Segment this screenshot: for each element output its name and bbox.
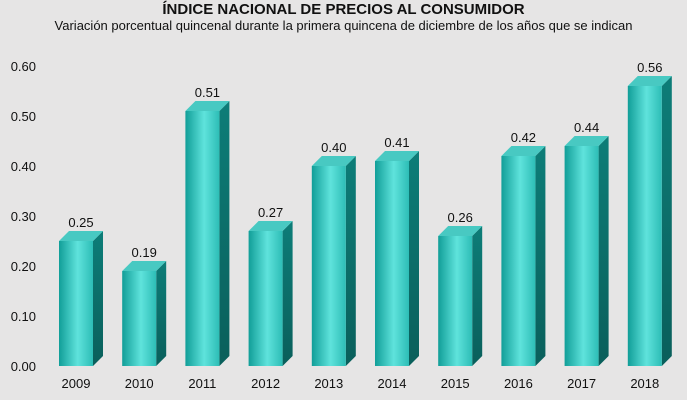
y-axis: 0.00 0.10 0.20 0.30 0.40 0.50 0.60 [11, 59, 36, 374]
chart-title: ÍNDICE NACIONAL DE PRECIOS AL CONSUMIDOR [162, 1, 525, 18]
x-tick-label: 2010 [125, 376, 154, 391]
data-label: 0.25 [68, 215, 93, 230]
x-tick-label: 2017 [567, 376, 596, 391]
x-tick-label: 2014 [378, 376, 407, 391]
data-label: 0.42 [511, 130, 536, 145]
bar-top [501, 146, 546, 156]
y-tick-label: 0.30 [11, 209, 36, 224]
bar-side [661, 76, 672, 366]
data-label: 0.27 [258, 205, 283, 220]
data-label: 0.44 [574, 120, 599, 135]
bar-side [472, 226, 483, 366]
x-tick-label: 2018 [630, 376, 659, 391]
bar-top [438, 226, 483, 236]
y-tick-label: 0.10 [11, 309, 36, 324]
x-tick-label: 2012 [251, 376, 280, 391]
bar-2016: 0.42 [501, 130, 546, 366]
bar-front [185, 111, 220, 366]
x-tick-label: 2015 [441, 376, 470, 391]
data-label: 0.40 [321, 140, 346, 155]
x-axis: 2009 2010 2011 2012 2013 2014 2015 2016 2017 2018 [62, 376, 660, 391]
bar-2012: 0.27 [248, 205, 293, 366]
x-tick-label: 2016 [504, 376, 533, 391]
bar-side [282, 221, 293, 366]
bar-side [535, 146, 546, 366]
data-label: 0.19 [132, 245, 157, 260]
data-label: 0.56 [637, 60, 662, 75]
bar-2015: 0.26 [438, 210, 483, 366]
bar-front [311, 166, 346, 366]
y-tick-label: 0.00 [11, 359, 36, 374]
bar-side [598, 136, 609, 366]
bar-front [627, 86, 662, 366]
bar-top [311, 156, 356, 166]
bar-front [564, 146, 599, 366]
bar-top [122, 261, 167, 271]
bar-top [375, 151, 419, 161]
data-label: 0.51 [195, 85, 220, 100]
x-tick-label: 2011 [188, 376, 216, 391]
y-tick-label: 0.50 [11, 109, 36, 124]
bars: 0.25 0.19 0.51 0.27 0.40 0.41 0.26 0.42 0.44 0.56 [59, 60, 672, 366]
bar-front [375, 161, 409, 366]
bar-2013: 0.40 [311, 140, 356, 366]
bar-top [564, 136, 609, 146]
y-tick-label: 0.40 [11, 159, 36, 174]
y-tick-label: 0.20 [11, 259, 36, 274]
bar-front [122, 271, 157, 366]
bar-top [59, 231, 103, 241]
chart-subtitle: Variación porcentual quincenal durante l… [54, 18, 633, 33]
bar-side [219, 101, 230, 366]
bar-top [627, 76, 672, 86]
bar-2010: 0.19 [122, 245, 167, 366]
bar-side [93, 231, 103, 366]
data-label: 0.26 [448, 210, 473, 225]
bar-side [345, 156, 356, 366]
bar-front [501, 156, 536, 366]
bar-2011: 0.51 [185, 85, 230, 366]
bar-2009: 0.25 [59, 215, 103, 366]
bar-front [59, 241, 93, 366]
bar-top [248, 221, 293, 231]
y-tick-label: 0.60 [11, 59, 36, 74]
bar-2014: 0.41 [375, 135, 419, 366]
x-tick-label: 2009 [62, 376, 91, 391]
bar-2018: 0.56 [627, 60, 672, 366]
data-label: 0.41 [384, 135, 409, 150]
bar-side [156, 261, 167, 366]
bar-side [409, 151, 419, 366]
bar-2017: 0.44 [564, 120, 609, 366]
x-tick-label: 2013 [314, 376, 343, 391]
bar-front [438, 236, 473, 366]
bar-front [248, 231, 283, 366]
bar-top [185, 101, 230, 111]
